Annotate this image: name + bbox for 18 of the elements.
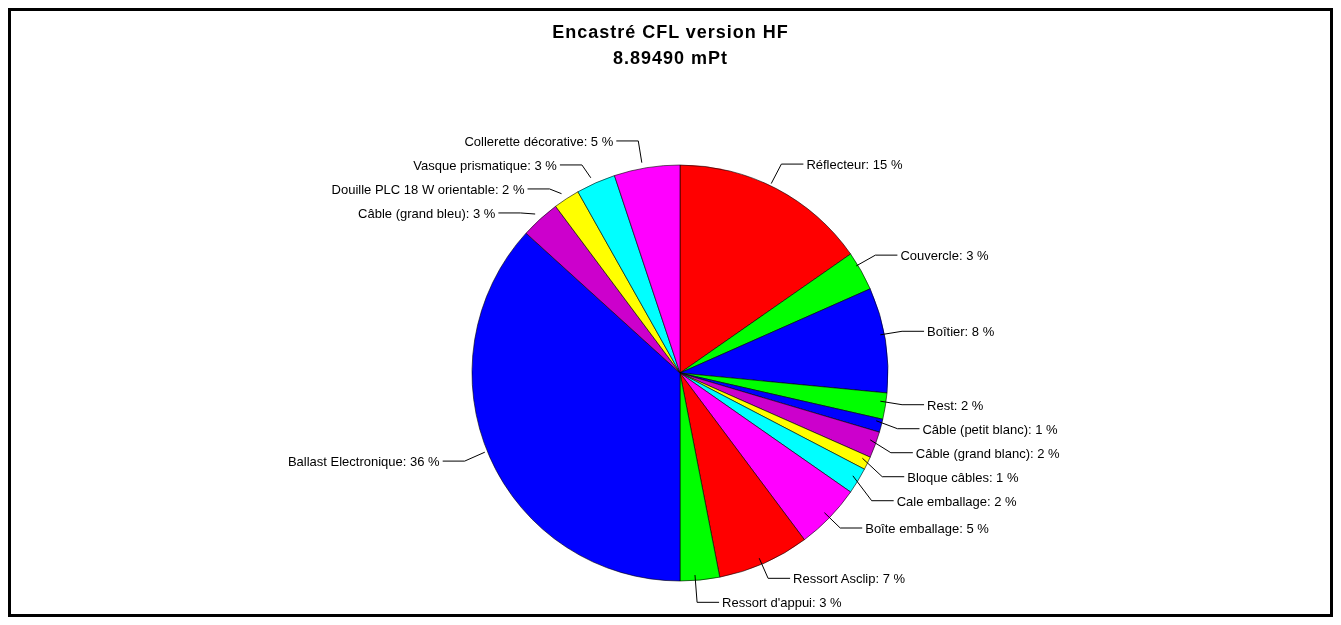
slice-label: Collerette décorative: 5 % xyxy=(464,133,614,149)
slice-label: Vasque prismatique: 3 % xyxy=(413,157,558,173)
slice-label: Bloque câbles: 1 % xyxy=(907,469,1019,485)
slice-label: Cale emballage: 2 % xyxy=(896,493,1018,509)
slice-label: Boîtier: 8 % xyxy=(927,324,995,340)
slice-label: Couvercle: 3 % xyxy=(900,248,989,264)
slice-label: Câble (grand bleu): 3 % xyxy=(358,205,496,221)
chart-title: Encastré CFL version HF xyxy=(551,21,790,44)
slice-label: Boîte emballage: 5 % xyxy=(865,521,990,537)
slice-label: Réflecteur: 15 % xyxy=(806,157,903,173)
slice-label: Ressort d'appui: 3 % xyxy=(722,595,843,611)
slice-label: Câble (grand blanc): 2 % xyxy=(915,445,1061,461)
slice-label: Câble (petit blanc): 1 % xyxy=(922,421,1059,437)
slice-label: Ballast Electronique: 36 % xyxy=(287,454,441,470)
slice-label: Douille PLC 18 W orientable: 2 % xyxy=(331,181,525,197)
slice-label: Ressort Asclip: 7 % xyxy=(793,571,906,587)
slice-label: Rest: 2 % xyxy=(927,397,984,413)
chart-subtitle: 8.89490 mPt xyxy=(611,47,730,70)
